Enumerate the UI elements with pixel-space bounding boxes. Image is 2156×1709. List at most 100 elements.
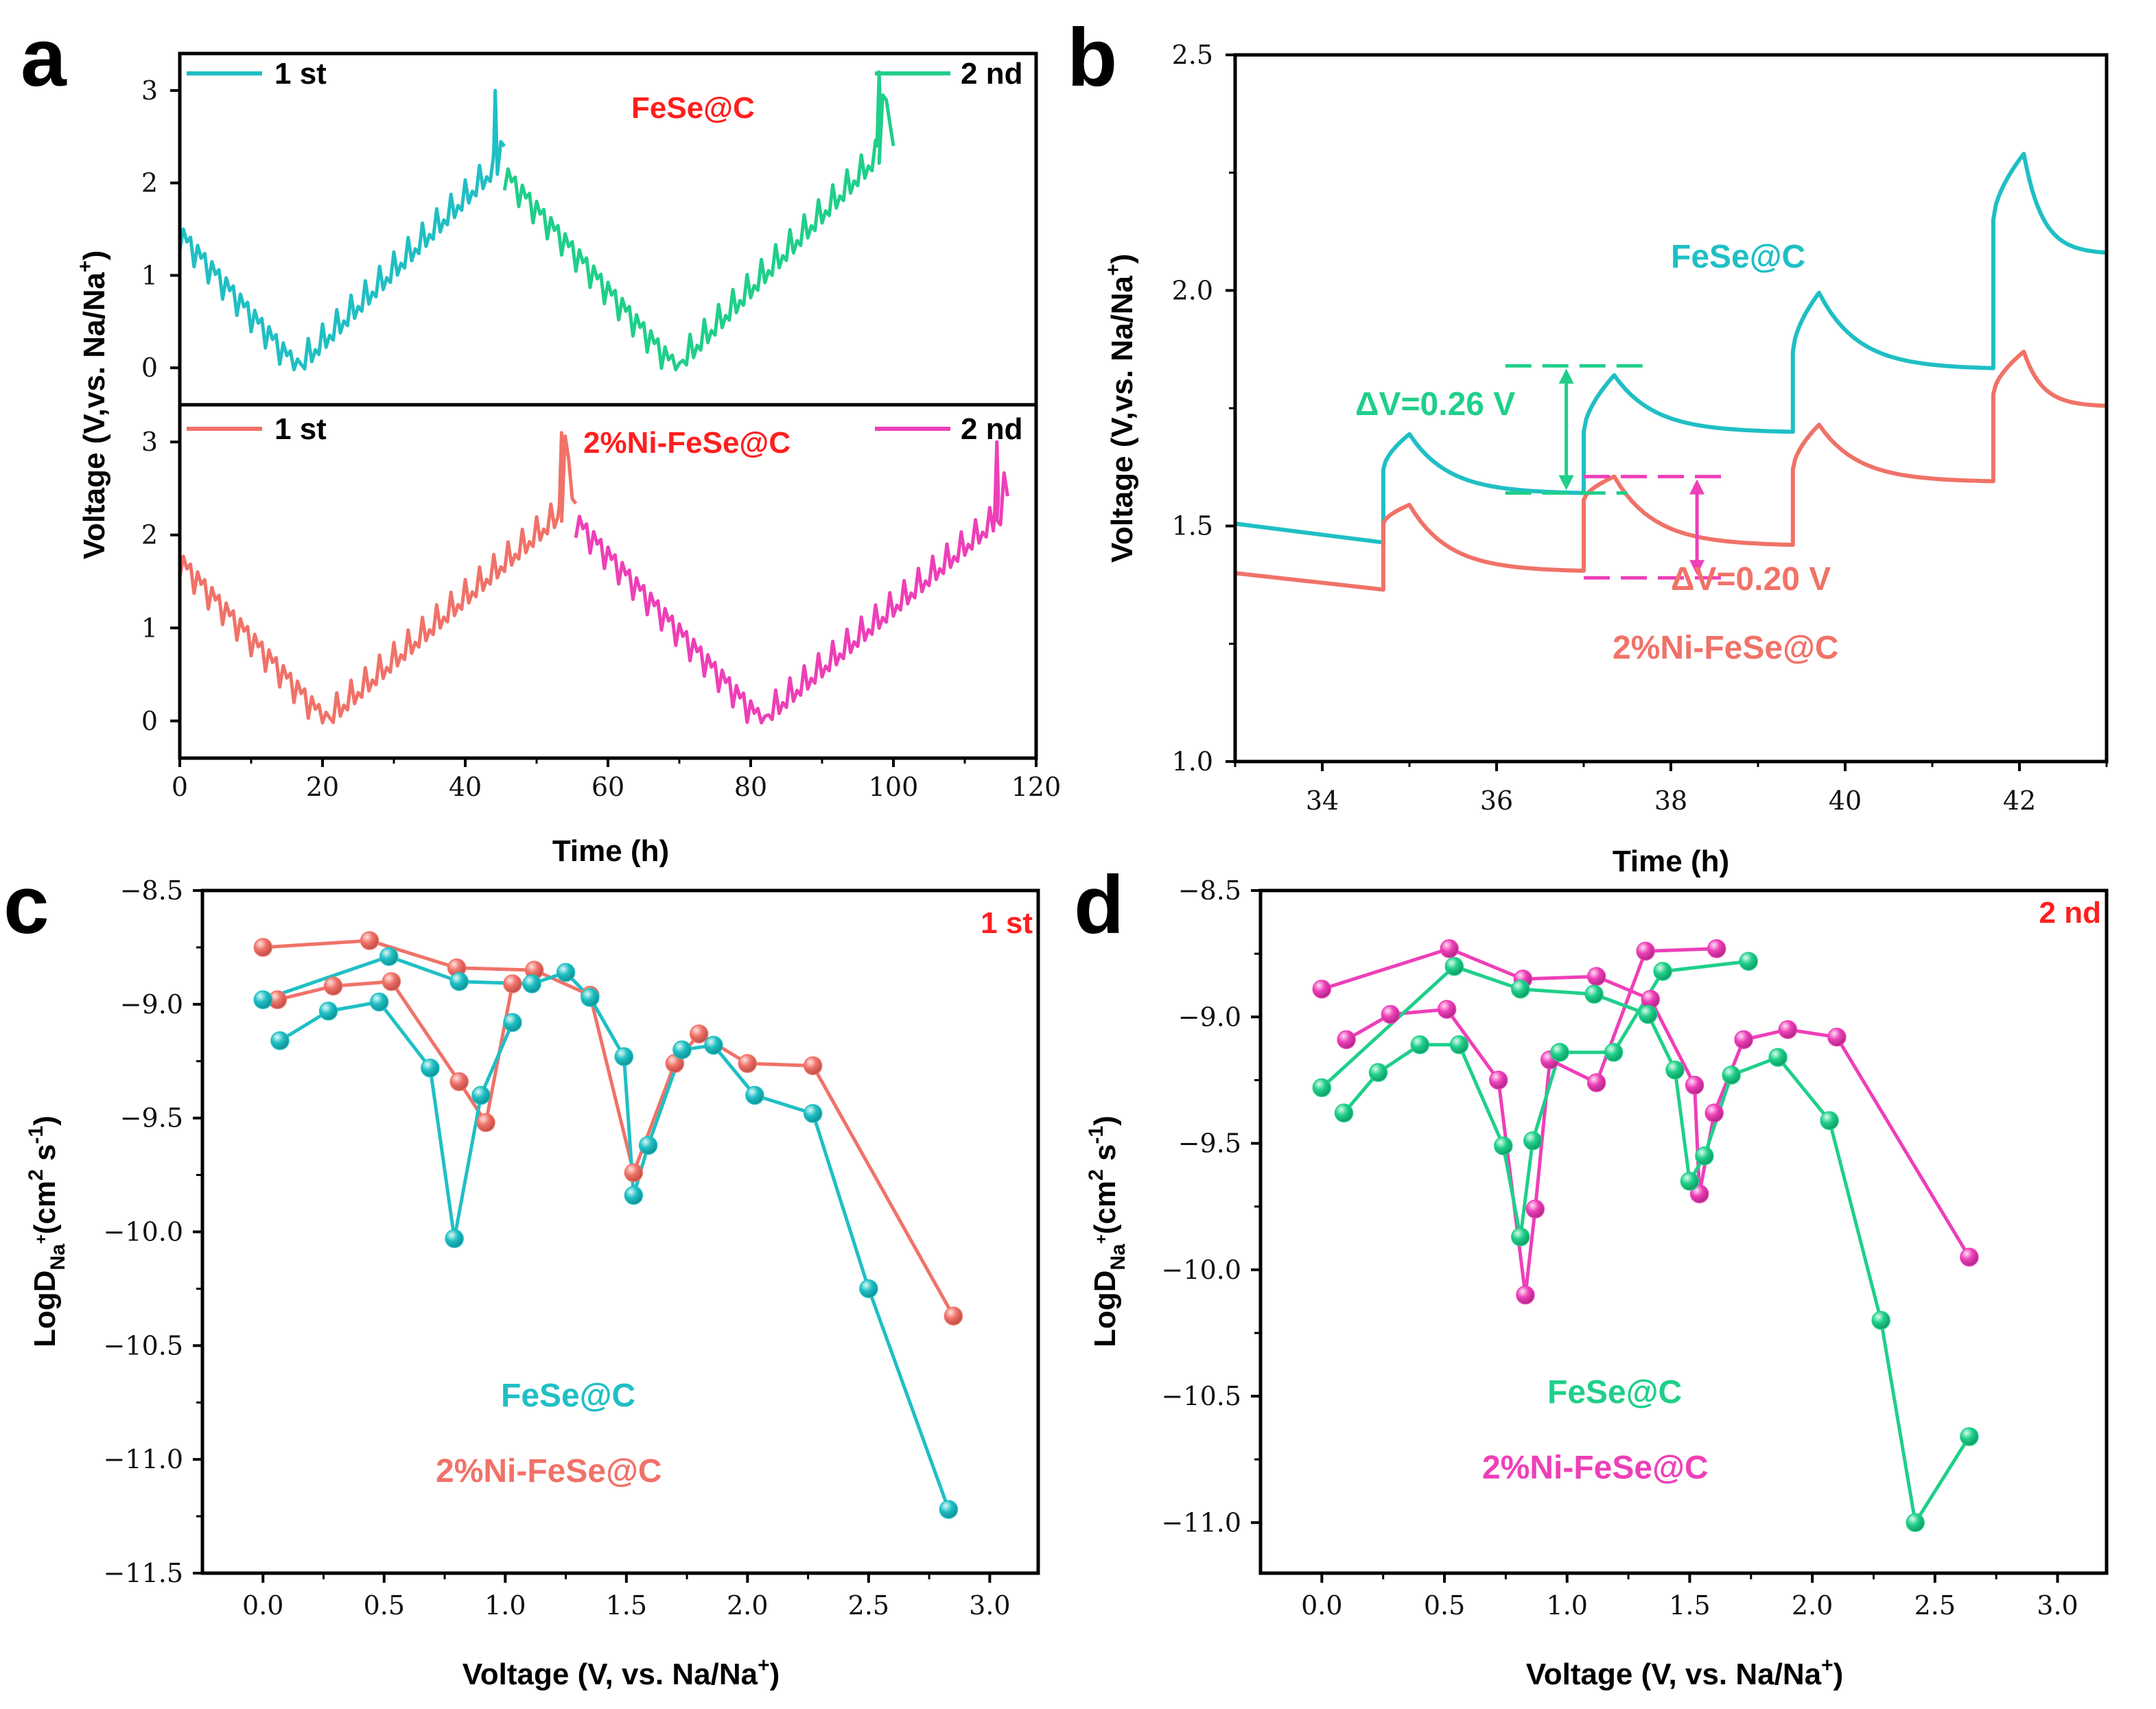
panel-a-ticks: 0 20 40 60 80 100 120 0 1 2 3 0 1 2 3 — [141, 75, 1061, 802]
panel-d-ticks: 0.0 0.5 1.0 1.5 2.0 2.5 3.0 −8.5 −9.0 −9.5 −10.0 −1… — [1162, 875, 2078, 1620]
d-series-1-point — [1586, 1073, 1606, 1092]
d-series-2-point — [1695, 1146, 1714, 1166]
d-ytick-label: −9.0 — [1178, 1002, 1241, 1032]
a-xtick-label: 40 — [449, 772, 482, 802]
d-xtick-label: 2.5 — [1914, 1590, 1956, 1620]
b-series-1 — [1234, 152, 2107, 545]
c-xtick-label: 2.5 — [848, 1590, 889, 1620]
c-ytick-label: −10.0 — [104, 1217, 183, 1247]
d-series-2-point — [1906, 1513, 1925, 1533]
d-series-1-point — [1707, 939, 1726, 958]
panel-b-ylabel: Voltage (V,vs. Na/Na+) — [1102, 254, 1139, 563]
d-series-2-point — [1665, 1060, 1685, 1080]
b-dv-ni-arrowhead-down — [1689, 560, 1705, 576]
c-xtick-label: 1.0 — [484, 1590, 526, 1620]
d-series-2-point — [1638, 1004, 1658, 1024]
b-xtick-label: 40 — [1829, 786, 1862, 816]
c-series-1-point — [944, 1306, 963, 1325]
c-series-1-point — [803, 1056, 823, 1076]
a-top-ytick-label: 0 — [141, 353, 158, 383]
d-series-1-point — [1437, 1000, 1457, 1019]
b-xtick-label: 42 — [2003, 786, 2036, 816]
panel-a-ylabel: Voltage (V,vs. Na/Na+) — [74, 250, 111, 559]
panel-d-xlabel: Voltage (V, vs. Na/Na+) — [1526, 1654, 1844, 1691]
c-series-1-line-1 — [263, 939, 955, 1317]
panel-label-b: b — [1067, 12, 1117, 104]
c-series-2-point — [270, 1031, 290, 1050]
c-series-2-point — [449, 971, 469, 991]
d-series-1-point — [1827, 1027, 1847, 1047]
d-xtick-label: 0.0 — [1301, 1590, 1342, 1620]
d-series-1-point — [1778, 1019, 1798, 1039]
d-series-1-point — [1960, 1247, 1979, 1267]
c-series-2-point — [745, 1085, 764, 1105]
panel-c-ticks: 0.0 0.5 1.0 1.5 2.0 2.5 3.0 −8.5 −9.0 −9.5 −10.0 −1… — [104, 875, 1011, 1620]
b-ytick-label: 1.0 — [1172, 746, 1213, 777]
d-series-2-point — [1604, 1043, 1624, 1062]
panel-b-dv-fese: ΔV=0.26 V — [1355, 386, 1515, 423]
d-series-1-point — [1440, 939, 1459, 958]
c-series-2-point — [421, 1058, 440, 1078]
c-series-2-point — [614, 1047, 634, 1066]
c-xtick-label: 0.0 — [242, 1590, 283, 1620]
c-series-1-line-2 — [277, 980, 515, 1124]
d-series-2-point — [1871, 1310, 1890, 1330]
d-series-2-point — [1444, 956, 1464, 976]
b-ytick-label: 1.5 — [1172, 511, 1213, 541]
c-series-1-point — [738, 1054, 758, 1073]
a-bottom-series-1 — [178, 431, 578, 724]
panel-a-xlabel: Time (h) — [552, 834, 669, 868]
d-series-2-point — [1511, 979, 1530, 999]
panel-b-ticks: 34 36 38 40 42 1.0 1.5 2.0 2.5 — [1172, 40, 2108, 816]
c-series-2-point — [318, 1002, 338, 1021]
c-series-2-point — [638, 1135, 658, 1155]
d-series-2-point — [1653, 962, 1672, 981]
legend-a-top-2nd: 2 nd — [961, 57, 1022, 91]
d-series-2-point — [1960, 1427, 1979, 1446]
a-bottom-series-2 — [574, 440, 1009, 724]
panel-c-legend-ni: 2%Ni-FeSe@C — [436, 1453, 662, 1489]
c-series-2-point — [369, 992, 389, 1012]
c-ytick-label: −11.0 — [104, 1444, 183, 1474]
c-xtick-label: 1.5 — [606, 1590, 647, 1620]
d-series-1-point — [1381, 1004, 1401, 1024]
d-series-2-line-2 — [1342, 959, 1749, 1239]
d-series-1-point — [1734, 1030, 1753, 1050]
panel-d-corner-label: 2 nd — [2039, 896, 2101, 930]
panel-d-plot-area — [1312, 939, 1979, 1533]
a-bottom-ytick-label: 0 — [141, 706, 158, 736]
d-ytick-label: −10.0 — [1162, 1255, 1241, 1285]
panel-c: c 0.0 0.5 1.0 1.5 2.0 2.5 3.0 −8.5 −9.0 −9.5 −10.0… — [3, 859, 1040, 1691]
c-series-2-point — [503, 1013, 522, 1033]
a-bottom-ytick-label: 2 — [141, 520, 158, 550]
d-ytick-label: −8.5 — [1178, 875, 1241, 906]
d-series-1-point — [1516, 1285, 1535, 1305]
b-dv-fese-arrowhead-up — [1558, 368, 1574, 384]
c-series-1-point — [449, 1072, 469, 1092]
legend-a-bot-1st: 1 st — [274, 412, 327, 446]
c-series-1-point — [382, 971, 401, 991]
a-top-ytick-label: 3 — [141, 75, 158, 106]
d-series-2-point — [1739, 952, 1758, 971]
panel-c-plot-area — [253, 931, 963, 1519]
d-xtick-label: 2.0 — [1792, 1590, 1833, 1620]
panel-b-plot-area — [1234, 152, 2107, 592]
d-series-2-point — [1368, 1063, 1388, 1083]
panel-a-bottom-material: 2%Ni-FeSe@C — [583, 426, 790, 460]
c-series-2-point — [624, 1186, 644, 1205]
c-series-2-point — [704, 1035, 723, 1055]
c-xtick-label: 0.5 — [364, 1590, 405, 1620]
d-series-2-point — [1449, 1035, 1469, 1054]
panel-c-corner-label: 1 st — [981, 906, 1033, 940]
c-series-2-point — [939, 1500, 959, 1519]
d-xtick-label: 1.0 — [1547, 1590, 1588, 1620]
a-xtick-label: 100 — [869, 772, 919, 802]
b-xtick-label: 36 — [1480, 786, 1513, 816]
legend-a-top-1st: 1 st — [274, 57, 327, 91]
d-series-1-point — [1636, 941, 1655, 961]
a-xtick-label: 80 — [734, 772, 767, 802]
d-series-2-point — [1334, 1103, 1354, 1123]
c-series-1-point — [253, 938, 273, 957]
d-series-1-point — [1704, 1103, 1724, 1123]
c-series-1-point — [360, 931, 379, 950]
